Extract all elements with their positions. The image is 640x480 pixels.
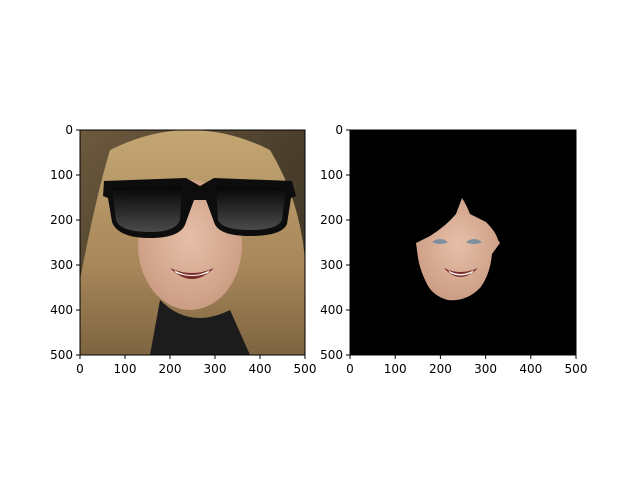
right-xtick-label: 0 [346,362,354,376]
sunglasses [103,178,296,238]
face-mask [416,198,500,301]
smile [170,268,214,279]
right-xtick-label: 200 [429,362,452,376]
left-image [80,130,305,355]
left-ytick-label: 0 [65,123,73,137]
left-ytick-label: 400 [50,303,73,317]
right-ytick-label: 500 [320,348,343,362]
left-xtick-label: 400 [249,362,272,376]
right-ytick-label: 100 [320,168,343,182]
left-xtick-label: 0 [76,362,84,376]
mask-eye-left [432,239,448,244]
left-axes-frame [79,129,306,356]
right-xtick-label: 300 [474,362,497,376]
left-xtick-label: 200 [159,362,182,376]
left-xtick-label: 100 [114,362,137,376]
right-xtick-label: 400 [519,362,542,376]
left-ytick-label: 100 [50,168,73,182]
clothing [150,300,250,355]
mask-smile [444,268,478,277]
right-ytick-label: 300 [320,258,343,272]
left-ytick-label: 200 [50,213,73,227]
left-xtick-label: 300 [204,362,227,376]
mask-eye-right [466,239,482,244]
right-image [350,130,576,355]
right-xtick-label: 100 [384,362,407,376]
left-xtick-label: 500 [294,362,317,376]
right-axes-frame [349,129,577,356]
right-ytick-label: 0 [335,123,343,137]
left-ytick-label: 500 [50,348,73,362]
right-xtick-label: 500 [565,362,588,376]
left-ytick-label: 300 [50,258,73,272]
right-ytick-label: 400 [320,303,343,317]
right-ytick-label: 200 [320,213,343,227]
